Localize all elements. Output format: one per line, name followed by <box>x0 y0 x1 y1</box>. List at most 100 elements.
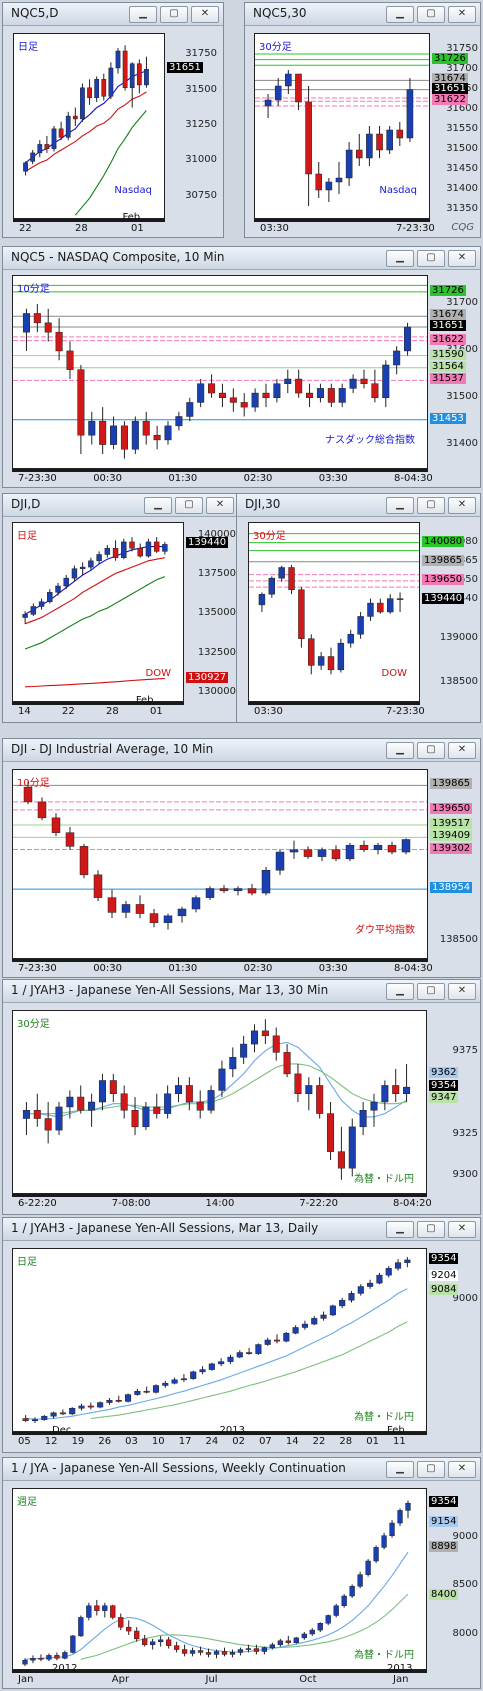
restore-button[interactable]: ▢ <box>160 6 188 23</box>
title-bar[interactable]: NQC5 - NASDAQ Composite, 10 Min ▁ ▢ ✕ <box>3 247 480 270</box>
chart-window-nqc5-d[interactable]: NQC5,D ▁ ▢ ✕ 日足 Nasdaq 31750 31500 31250 31000 307… <box>2 2 224 238</box>
close-button[interactable]: ✕ <box>448 1221 476 1238</box>
close-button[interactable]: ✕ <box>448 6 476 23</box>
plot-area[interactable]: 30分足 為替・ドル円 <box>12 1010 427 1194</box>
time-axis[interactable]: 22 28 01 Feb <box>13 212 165 236</box>
candle <box>190 1370 197 1380</box>
chart-window-jya-30[interactable]: 1 / JYAH3 - Japanese Yen-All Sessions, M… <box>2 979 481 1215</box>
price-axis[interactable]: 31750 31500 31250 31000 30750 31651 <box>165 33 219 219</box>
candle <box>135 895 145 919</box>
close-button[interactable]: ✕ <box>448 983 476 1000</box>
chart-window-dji-d[interactable]: DJI,D ▁ ▢ ✕ 日足 DOW 140000 137500 135000 132500 130… <box>2 493 239 723</box>
close-button[interactable]: ✕ <box>448 497 476 514</box>
chart-window-dji-30[interactable]: DJI,30 ▁ ▢ ✕ 30分足 DOW 140080 139865 139650 139440… <box>236 493 481 723</box>
close-button[interactable]: ✕ <box>448 1461 476 1478</box>
minimize-button[interactable]: ▁ <box>386 1221 414 1238</box>
restore-button[interactable]: ▢ <box>417 1221 445 1238</box>
chart-window-jya-d[interactable]: 1 / JYAH3 - Japanese Yen-All Sessions, M… <box>2 1217 481 1453</box>
chart-window-jya-w[interactable]: 1 / JYA - Japanese Yen-All Sessions, Wee… <box>2 1457 481 1689</box>
price-tag: 31622 <box>430 333 466 345</box>
price-axis[interactable]: 3170031600315003140031726316743165131622… <box>428 275 480 469</box>
plot-area[interactable]: 日足 DOW <box>12 522 184 702</box>
restore-button[interactable]: ▢ <box>417 983 445 1000</box>
plot-area[interactable]: 10分足 ナスダック総合指数 <box>12 275 428 469</box>
minimize-button[interactable]: ▁ <box>144 497 172 514</box>
minimize-button[interactable]: ▁ <box>386 6 414 23</box>
minimize-button[interactable]: ▁ <box>386 250 414 267</box>
time-axis[interactable]: 14 22 28 01 Feb <box>12 695 184 719</box>
time-tick: 07 <box>259 1436 272 1447</box>
time-axis[interactable]: 7-23:30 00:30 01:30 02:30 03:30 8-04:30 <box>12 469 433 486</box>
candle <box>264 94 272 118</box>
minimize-button[interactable]: ▁ <box>386 497 414 514</box>
price-tick: 8000 <box>452 1627 478 1639</box>
candle <box>205 1648 212 1658</box>
title-bar[interactable]: 1 / JYA - Japanese Yen-All Sessions, Wee… <box>3 1458 480 1481</box>
price-tick: 31500 <box>185 83 217 95</box>
minimize-button[interactable]: ▁ <box>386 1461 414 1478</box>
price-axis[interactable]: 9000 9354 9204 9084 <box>427 1248 480 1432</box>
moving-average-line <box>24 557 165 625</box>
price-axis[interactable]: 138500 139865 139650 139517 139409 139302 1389… <box>428 769 480 959</box>
restore-button[interactable]: ▢ <box>417 742 445 759</box>
restore-button[interactable]: ▢ <box>175 497 203 514</box>
restore-button[interactable]: ▢ <box>417 6 445 23</box>
candle <box>229 1649 236 1658</box>
title-bar[interactable]: DJI - DJ Industrial Average, 10 Min ▁ ▢ ✕ <box>3 739 480 762</box>
minimize-button[interactable]: ▁ <box>386 742 414 759</box>
plot-area[interactable]: 10分足 ダウ平均指数 <box>12 769 428 959</box>
restore-button[interactable]: ▢ <box>417 1461 445 1478</box>
title-bar[interactable]: NQC5,30 ▁ ▢ ✕ <box>245 3 480 26</box>
time-axis[interactable]: 6-22:20 7-08:00 14:00 7-22:20 8-04:20 <box>12 1194 432 1211</box>
minimize-button[interactable]: ▁ <box>386 983 414 1000</box>
close-button[interactable]: ✕ <box>191 6 219 23</box>
candle <box>129 537 135 552</box>
candle <box>315 162 323 198</box>
time-axis[interactable]: 05 12 19 26 03 10 17 24 02 07 14 22 28 01 11 Dec 2013 Feb <box>12 1425 427 1449</box>
price-tag: 31564 <box>430 360 466 372</box>
window-controls: ▁ ▢ ✕ <box>383 250 476 269</box>
price-axis[interactable]: 9000 8500 8000 9354 9154 8898 8400 <box>427 1488 480 1670</box>
candle <box>153 1093 161 1119</box>
close-button[interactable]: ✕ <box>448 250 476 267</box>
time-axis[interactable]: 03:30 7-23:30 <box>254 219 435 236</box>
time-axis[interactable]: Jan Apr Jul Oct Jan 2012 2013 <box>12 1663 427 1687</box>
candle <box>357 612 364 639</box>
candle <box>309 1628 315 1636</box>
candle <box>115 1395 122 1403</box>
close-icon: ✕ <box>457 985 467 996</box>
close-button[interactable]: ✕ <box>448 742 476 759</box>
time-tick: Jan <box>393 1674 409 1685</box>
candlestick-chart <box>23 45 149 216</box>
candle <box>55 1102 63 1136</box>
plot-area[interactable]: 30分足 DOW <box>248 522 420 702</box>
candle <box>96 551 102 564</box>
plot-area[interactable]: 日足 為替・ドル円 <box>12 1248 427 1432</box>
time-subtick: Feb <box>135 695 154 706</box>
title-bar[interactable]: 1 / JYAH3 - Japanese Yen-All Sessions, M… <box>3 1218 480 1241</box>
close-button[interactable]: ✕ <box>206 497 234 514</box>
price-axis[interactable]: 9375 9325 9300 9362 9354 9347 <box>427 1010 480 1194</box>
chart-window-nqc5-10[interactable]: NQC5 - NASDAQ Composite, 10 Min ▁ ▢ ✕ 10分足 ナス… <box>2 246 481 488</box>
chart-window-nqc5-30[interactable]: NQC5,30▁▢✕ 30分足Nasdaq31750317003165031600… <box>244 2 481 238</box>
title-bar[interactable]: NQC5,D ▁ ▢ ✕ <box>3 3 223 26</box>
title-bar[interactable]: DJI,D ▁ ▢ ✕ <box>3 494 238 517</box>
candle <box>22 1658 28 1667</box>
price-axis[interactable]: 3175031700316503160031550315003145031400… <box>430 33 480 219</box>
plot-area[interactable]: 週足 為替・ドル円 <box>12 1488 427 1670</box>
minimize-button[interactable]: ▁ <box>129 6 157 23</box>
plot-area[interactable]: 30分足 Nasdaq <box>254 33 430 219</box>
time-axis[interactable]: 03:30 7-23:30 <box>248 702 425 719</box>
time-tick: 24 <box>205 1436 219 1447</box>
candle <box>218 1060 226 1098</box>
restore-button[interactable]: ▢ <box>417 497 445 514</box>
title-bar[interactable]: 1 / JYAH3 - Japanese Yen-All Sessions, M… <box>3 980 480 1003</box>
restore-button[interactable]: ▢ <box>417 250 445 267</box>
time-axis[interactable]: 7-23:30 00:30 01:30 02:30 03:30 8-04:30 <box>12 959 433 976</box>
chart-window-dji-10[interactable]: DJI - DJ Industrial Average, 10 Min ▁ ▢ ✕ 10… <box>2 738 481 978</box>
plot-area[interactable]: 日足 Nasdaq <box>13 33 165 219</box>
title-bar[interactable]: DJI,30 ▁ ▢ ✕ <box>237 494 480 517</box>
price-axis[interactable]: 1400801398651396501394401390001385001400… <box>420 522 480 702</box>
candle <box>31 1417 39 1424</box>
price-axis[interactable]: 140000 137500 135000 132500 130000 139440 1309… <box>184 522 238 702</box>
